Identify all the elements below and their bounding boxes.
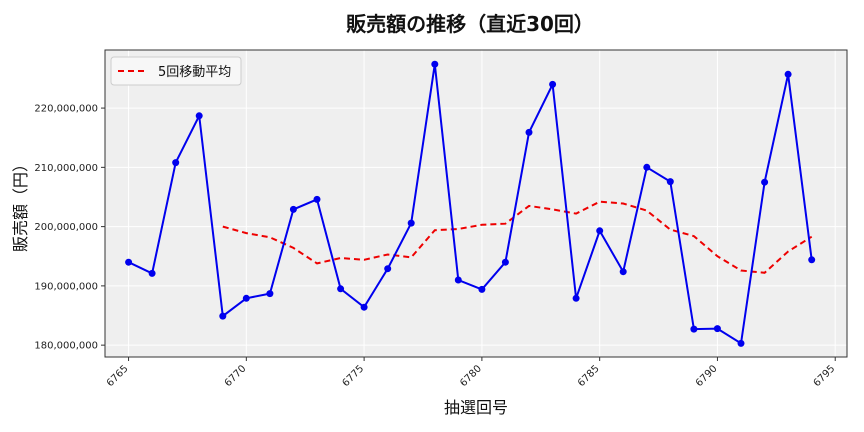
data-point [478,285,486,293]
legend-label-moving-average: 5回移動平均 [158,65,231,80]
data-point [501,258,509,266]
y-axis-label: 販売額（円） [11,156,30,252]
x-tick-label: 6775 [340,363,366,389]
data-point [549,80,557,88]
x-tick-label: 6785 [576,363,602,389]
data-point [666,178,674,186]
data-point [313,195,321,203]
data-point [219,312,227,320]
data-point [761,178,769,186]
y-tick-label: 190,000,000 [34,281,98,292]
data-point [125,258,133,266]
x-axis-label: 抽選回号 [444,398,508,417]
series-line-sales [128,64,813,346]
plot-area [105,50,847,357]
chart-title: 販売額の推移（直近30回） [346,12,594,36]
y-tick-label: 180,000,000 [34,341,98,352]
data-point [619,268,627,276]
plot-frame [104,49,848,358]
legend: 5回移動平均 [110,56,242,86]
data-point [266,290,274,298]
data-point [195,112,203,120]
data-point [784,70,792,78]
data-point [431,60,439,68]
x-tick-label: 6765 [105,363,131,389]
data-point [242,294,250,302]
data-point [525,128,533,136]
data-point [643,163,651,171]
data-point [337,285,345,293]
y-tick-label: 220,000,000 [34,104,98,115]
x-tick-label: 6795 [812,363,838,389]
x-axis: 6765 6770 6775 6780 6785 6790 6795 [105,357,837,389]
gridlines [105,50,847,357]
legend-box [110,56,242,86]
data-point [148,269,156,277]
data-point [289,205,297,213]
data-point [407,219,415,227]
data-point [360,303,368,311]
data-point [808,256,816,264]
data-point [596,227,604,235]
y-tick-label: 210,000,000 [34,163,98,174]
x-tick-label: 6790 [694,363,720,389]
series-layer [104,49,848,358]
x-tick-label: 6780 [458,363,484,389]
y-tick-label: 200,000,000 [34,222,98,233]
data-point [690,325,698,333]
data-point [572,294,580,302]
y-axis: 180,000,000 190,000,000 200,000,000 210,000… [34,104,105,352]
data-point [737,339,745,347]
data-point [384,265,392,273]
data-point [713,325,721,333]
data-point [172,159,180,167]
x-tick-label: 6770 [223,363,249,389]
data-point [454,276,462,284]
